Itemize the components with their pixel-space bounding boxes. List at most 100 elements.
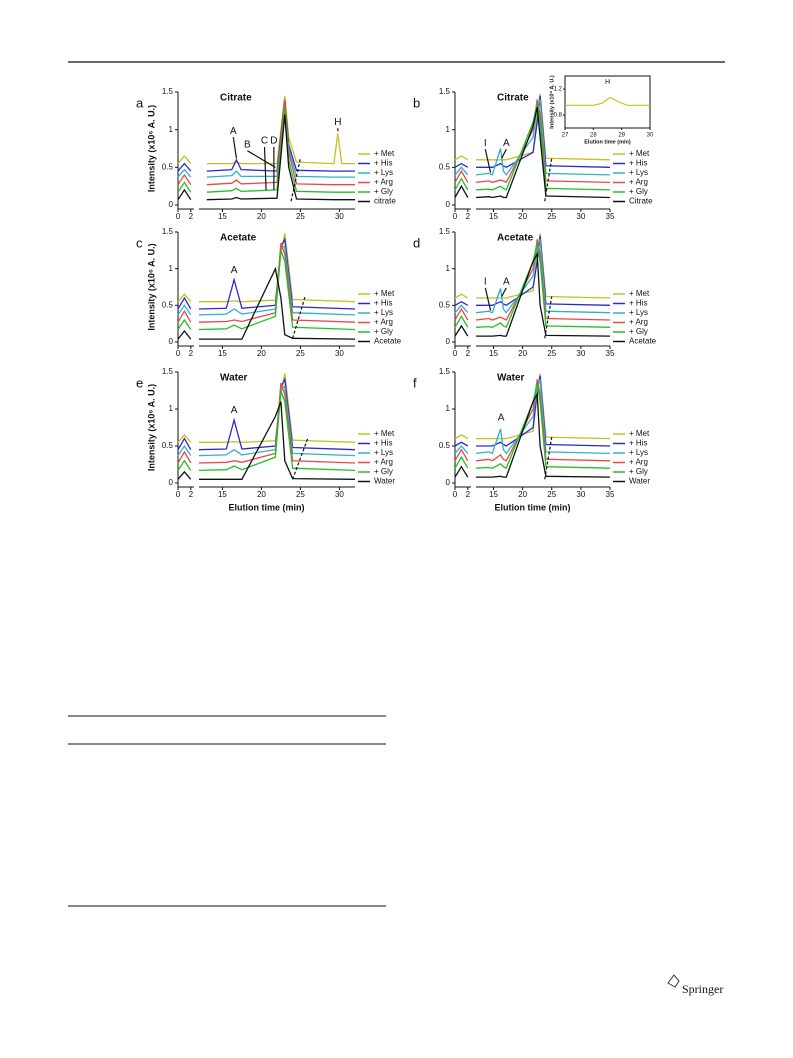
legend-label: + His bbox=[629, 439, 647, 448]
legend-label: + Met bbox=[629, 429, 650, 438]
panel-title: Water bbox=[220, 373, 248, 384]
y-tick-label: 0.5 bbox=[162, 300, 174, 309]
x-tick-label: 25 bbox=[547, 349, 556, 358]
x-tick-label: 20 bbox=[518, 490, 527, 499]
y-tick-label: 1.5 bbox=[439, 227, 451, 236]
y-tick-label: 0 bbox=[446, 478, 451, 487]
legend-label: + His bbox=[629, 299, 647, 308]
legend-label: + His bbox=[374, 299, 392, 308]
legend-label: + Met bbox=[629, 289, 650, 298]
x-axis-label: Elution time (min) bbox=[584, 139, 631, 145]
x-tick-label: 25 bbox=[296, 212, 305, 221]
trace bbox=[454, 251, 611, 337]
x-tick-label: 35 bbox=[606, 212, 615, 221]
annotation-arrow bbox=[484, 287, 492, 311]
publisher: Springer bbox=[682, 982, 723, 996]
legend-label: + Met bbox=[374, 149, 395, 158]
panel-letter: a bbox=[136, 95, 144, 110]
x-tick-label: 15 bbox=[489, 212, 498, 221]
annotation: I bbox=[484, 277, 487, 288]
trace bbox=[565, 96, 650, 106]
legend-label: + Arg bbox=[374, 458, 393, 467]
x-tick-label: 27 bbox=[562, 133, 569, 139]
legend-label: Water bbox=[629, 477, 650, 486]
x-tick-label: 0 bbox=[176, 212, 181, 221]
x-tick-label: 0 bbox=[176, 490, 181, 499]
dashed-line bbox=[544, 296, 553, 339]
legend-label: + Lys bbox=[374, 168, 393, 177]
legend-label: + Met bbox=[374, 289, 395, 298]
legend-label: + Gly bbox=[374, 187, 393, 196]
panel-title: Acetate bbox=[497, 233, 534, 244]
annotation: C bbox=[261, 136, 268, 147]
x-tick-label: 29 bbox=[618, 133, 625, 139]
inset-title: H bbox=[605, 79, 610, 86]
y-tick-label: 1 bbox=[169, 264, 174, 273]
x-tick-label: 20 bbox=[518, 212, 527, 221]
panel-letter: d bbox=[413, 235, 420, 250]
annotation-arrow bbox=[484, 149, 492, 173]
legend-label: + Lys bbox=[629, 168, 648, 177]
trace bbox=[177, 377, 356, 451]
trace bbox=[177, 266, 356, 340]
trace bbox=[454, 379, 611, 462]
y-tick-label: 0 bbox=[446, 337, 451, 346]
legend-label: Acetate bbox=[629, 337, 657, 346]
x-tick-label: 25 bbox=[547, 212, 556, 221]
legend-label: + Lys bbox=[374, 448, 393, 457]
trace bbox=[454, 106, 611, 199]
annotation: A bbox=[503, 277, 510, 288]
annotation: A bbox=[230, 126, 237, 137]
trace bbox=[454, 239, 611, 321]
x-tick-label: 15 bbox=[218, 349, 227, 358]
x-tick-label: 0 bbox=[453, 490, 458, 499]
legend-label: + Gly bbox=[374, 327, 393, 336]
x-tick-label: 2 bbox=[466, 490, 471, 499]
trace bbox=[454, 379, 611, 455]
x-tick-label: 20 bbox=[257, 212, 266, 221]
panel-title: Citrate bbox=[497, 93, 529, 104]
legend-label: + Arg bbox=[629, 458, 648, 467]
y-tick-label: 1.5 bbox=[162, 227, 174, 236]
trace bbox=[177, 246, 356, 316]
y-tick-label: 1 bbox=[446, 264, 451, 273]
x-tick-label: 20 bbox=[257, 490, 266, 499]
panel-title: Water bbox=[497, 373, 525, 384]
x-tick-label: 30 bbox=[576, 212, 585, 221]
x-tick-label: 15 bbox=[489, 490, 498, 499]
panel-title: Citrate bbox=[220, 93, 252, 104]
x-tick-label: 2 bbox=[466, 212, 471, 221]
dashed-line bbox=[290, 158, 301, 202]
x-tick-label: 2 bbox=[189, 212, 194, 221]
y-tick-label: 1 bbox=[446, 125, 451, 134]
annotation: A bbox=[231, 405, 238, 416]
x-tick-label: 30 bbox=[647, 133, 654, 139]
y-axis-label: Intensity (x10⁶ A. U.) bbox=[146, 105, 156, 192]
y-tick-label: 1.2 bbox=[554, 87, 563, 93]
trace bbox=[177, 114, 355, 201]
y-tick-label: 0.5 bbox=[162, 441, 174, 450]
legend-label: Citrate bbox=[629, 197, 653, 206]
trace bbox=[177, 390, 356, 472]
dashed-line bbox=[292, 296, 306, 339]
legend-label: + Lys bbox=[629, 308, 648, 317]
x-tick-label: 25 bbox=[296, 349, 305, 358]
y-tick-label: 1.5 bbox=[162, 367, 174, 376]
y-tick-label: 1.5 bbox=[439, 367, 451, 376]
panel-letter: f bbox=[413, 375, 417, 390]
trace bbox=[454, 99, 611, 184]
x-tick-label: 2 bbox=[189, 490, 194, 499]
legend-label: + Met bbox=[374, 429, 395, 438]
annotation-arrow bbox=[501, 148, 507, 159]
legend-label: + His bbox=[629, 159, 647, 168]
legend-label: + Gly bbox=[629, 187, 648, 196]
y-tick-label: 1 bbox=[169, 404, 174, 413]
x-tick-label: 25 bbox=[296, 490, 305, 499]
y-tick-label: 0.8 bbox=[554, 113, 563, 119]
legend-label: + Lys bbox=[374, 308, 393, 317]
inset-frame bbox=[564, 75, 651, 129]
panel-letter: c bbox=[136, 235, 143, 250]
x-tick-label: 35 bbox=[606, 490, 615, 499]
trace bbox=[454, 373, 611, 440]
dashed-line bbox=[544, 437, 553, 480]
